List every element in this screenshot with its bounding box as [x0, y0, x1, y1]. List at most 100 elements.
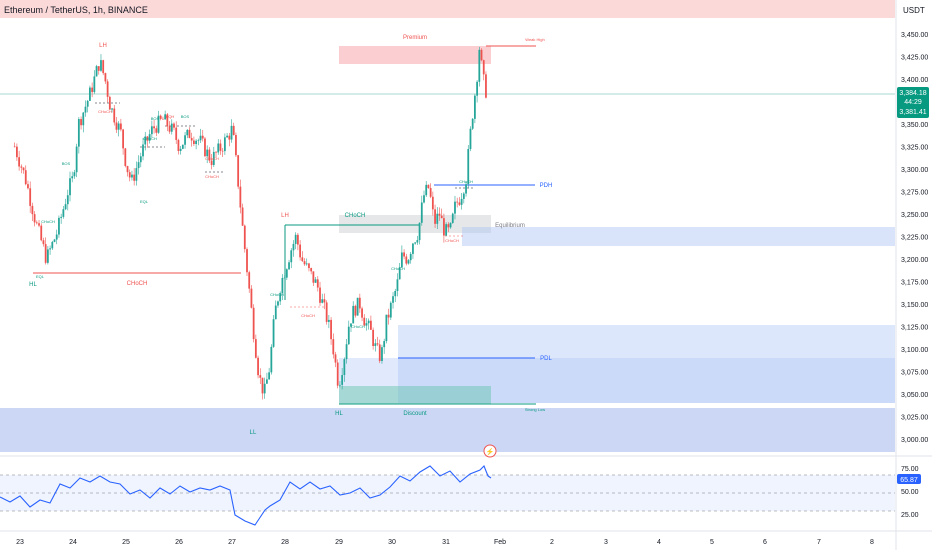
current-price-value: 3,384.18: [899, 90, 926, 97]
time-axis[interactable]: 23 24 25 26 27 28 29 30 31 Feb 2 3 4 5 6 7 8: [16, 539, 874, 546]
candle-body: [102, 60, 105, 74]
candle-body: [168, 126, 171, 132]
candle-body: [201, 135, 204, 139]
candle-body: [179, 148, 182, 151]
rsi-tick-25: 25.00: [901, 512, 919, 519]
price-tick-label: 3,400.00: [901, 77, 928, 84]
candle-body: [80, 119, 82, 126]
strong-low-label: Strong Low: [525, 407, 545, 412]
demand-zone-upper: [462, 227, 895, 246]
candle-body: [290, 250, 293, 263]
candle-body: [217, 143, 220, 153]
lh-mid-label: LH: [281, 213, 289, 219]
time-axis-label: 30: [388, 539, 396, 546]
candle-body: [378, 344, 381, 362]
small-structure-labels: EQL CHoCH BOS CHoCH BOS EQH BOS CHoCH CH…: [36, 109, 473, 329]
currency-label[interactable]: USDT: [903, 6, 925, 15]
candle-body: [64, 204, 67, 210]
candle-body: [124, 148, 127, 167]
candle-body: [325, 302, 328, 322]
candle-body: [157, 115, 160, 133]
event-marker-icon[interactable]: [483, 444, 497, 458]
candle-body: [268, 372, 271, 380]
candle-body: [407, 260, 410, 264]
candle-body: [305, 263, 308, 265]
candle-body: [93, 76, 96, 93]
candle-body: [232, 125, 235, 135]
candle-body: [385, 314, 388, 342]
candle-body: [281, 277, 284, 294]
candle-body: [451, 213, 454, 223]
candle-body: [354, 305, 357, 316]
candle-body: [350, 323, 352, 327]
candle-body: [42, 240, 45, 245]
candle-body: [336, 362, 339, 386]
candle-body: [188, 129, 191, 139]
candle-body: [84, 106, 87, 113]
price-tick-label: 3,275.00: [901, 190, 928, 197]
candle-body: [126, 166, 129, 173]
candle-body: [330, 319, 332, 340]
candle-body: [51, 241, 54, 249]
candle-body: [40, 225, 43, 241]
candle-body: [153, 126, 155, 129]
weak-high-label: Weak High: [525, 37, 545, 42]
candle-body: [24, 170, 27, 185]
candle-body: [215, 151, 217, 153]
candle-body: [166, 114, 169, 127]
candle-body: [398, 267, 401, 280]
price-tick-label: 3,125.00: [901, 325, 928, 332]
small-label: EQL: [36, 274, 45, 279]
candle-body: [261, 377, 264, 394]
small-label: CHoCH: [391, 266, 405, 271]
candle-body: [274, 305, 277, 320]
symbol-title[interactable]: Ethereum / TetherUS, 1h, BINANCE: [4, 5, 148, 15]
candle-body: [460, 198, 463, 205]
candle-body: [226, 135, 228, 138]
candle-body: [248, 272, 251, 289]
small-label: CHoCH: [351, 324, 365, 329]
candle-body: [403, 252, 405, 257]
candle-body: [473, 95, 476, 119]
candle-body: [219, 143, 222, 151]
candle-body: [193, 140, 195, 145]
candle-body: [46, 249, 49, 263]
candle-body: [345, 344, 348, 360]
candle-body: [150, 126, 153, 135]
candle-body: [389, 302, 392, 318]
candle-body: [266, 379, 268, 384]
premium-label: Premium: [403, 35, 427, 41]
small-label: EQH: [166, 114, 175, 119]
candle-body: [257, 357, 259, 376]
price-tick-label: 3,350.00: [901, 122, 928, 129]
candle-body: [294, 234, 297, 244]
candles-group: [13, 46, 487, 400]
candle-body: [312, 271, 315, 283]
rsi-tick-50: 50.00: [901, 489, 919, 496]
candle-body: [434, 209, 436, 224]
candle-body: [358, 297, 361, 309]
candle-body: [75, 146, 78, 173]
candle-body: [246, 249, 248, 273]
time-axis-label: 2: [550, 539, 554, 546]
candle-body: [367, 320, 370, 324]
candle-body: [113, 108, 116, 123]
candle-body: [447, 224, 450, 228]
small-label: CHoCH: [270, 292, 284, 297]
time-axis-label: 28: [281, 539, 289, 546]
candle-body: [296, 234, 299, 245]
candle-body: [175, 127, 178, 140]
candle-body: [259, 375, 262, 378]
candle-body: [146, 136, 149, 141]
candle-body: [279, 293, 282, 302]
small-label: CHoCH: [98, 109, 112, 114]
candle-body: [195, 140, 198, 145]
candle-body: [190, 138, 193, 141]
candle-body: [60, 216, 63, 218]
candle-body: [288, 262, 290, 270]
candle-body: [38, 223, 40, 226]
candle-body: [243, 225, 246, 250]
second-price-value: 3,381.41: [899, 109, 926, 116]
time-axis-label: 7: [817, 539, 821, 546]
